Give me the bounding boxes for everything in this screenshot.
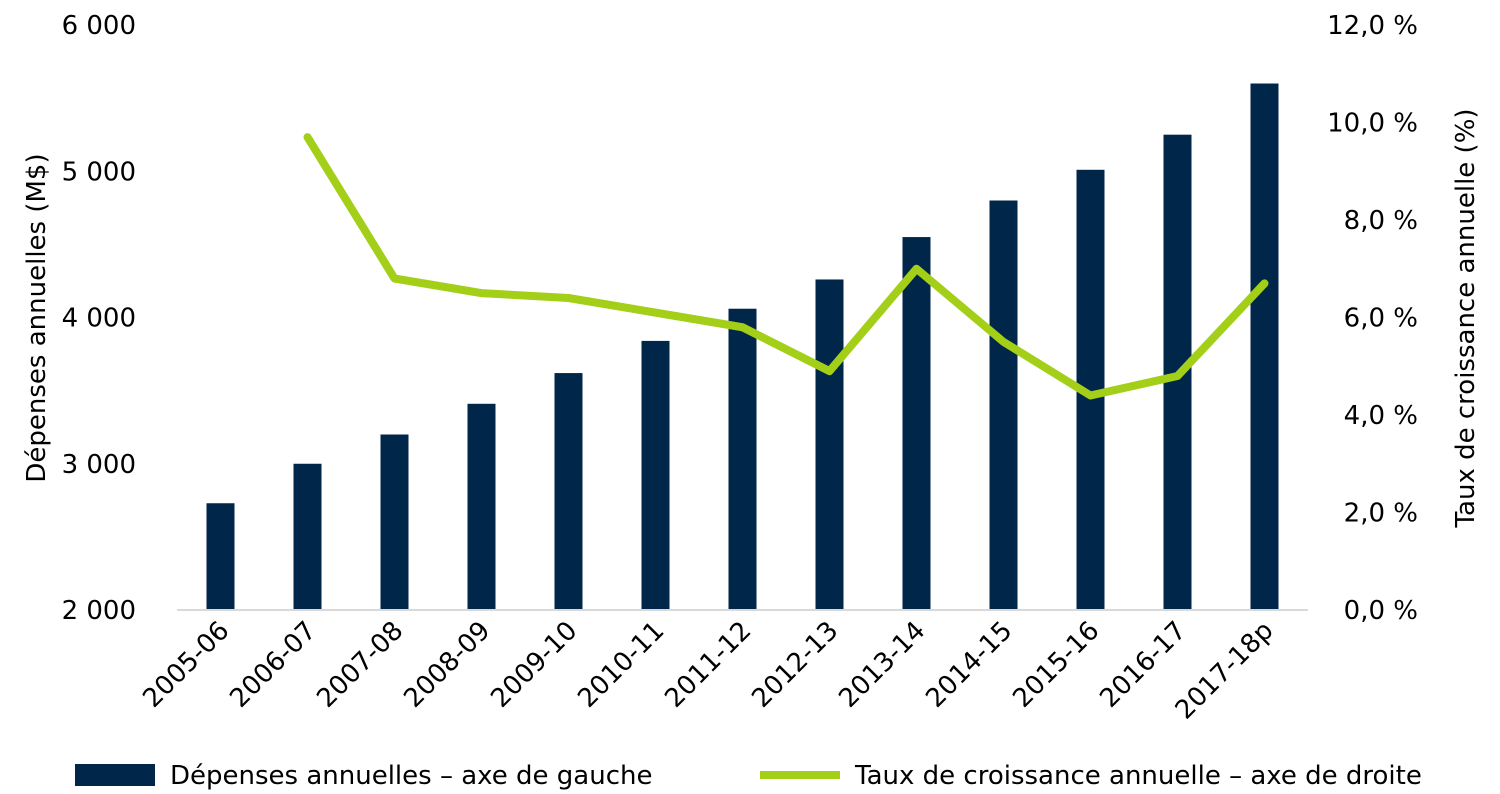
- x-tick-label: 2005-06: [137, 616, 235, 714]
- bar-2017-18p: [1250, 83, 1279, 610]
- legend-bar-swatch: [75, 764, 155, 786]
- left-axis-title: Dépenses annuelles (M$): [22, 153, 52, 482]
- x-tick-label: 2014-15: [920, 616, 1018, 714]
- bar-2013-14: [902, 237, 931, 610]
- x-tick-label: 2011-12: [659, 616, 757, 714]
- left-tick-label: 4 000: [62, 304, 136, 334]
- right-tick-label: 6,0 %: [1344, 304, 1418, 334]
- legend-line-label: Taux de croissance annuelle – axe de dro…: [854, 761, 1422, 791]
- x-tick-label: 2015-16: [1007, 616, 1105, 714]
- right-tick-label: 4,0 %: [1344, 401, 1418, 431]
- growth-point-2016-17: [1176, 375, 1179, 377]
- x-tick-label: 2010-11: [572, 616, 670, 714]
- bar-2008-09: [467, 403, 496, 610]
- bar-2009-10: [554, 373, 583, 610]
- growth-point-2017-18p: [1263, 282, 1266, 285]
- bar-2010-11: [641, 340, 670, 610]
- right-axis-ticks: 0,0 % 2,0 % 4,0 % 6,0 % 8,0 % 10,0 % 12,0 %: [1327, 11, 1418, 626]
- legend: Dépenses annuelles – axe de gauche Taux …: [75, 761, 1422, 791]
- x-tick-label: 2008-09: [398, 616, 496, 714]
- bar-2012-13: [815, 279, 844, 610]
- bar-2005-06: [206, 503, 235, 610]
- right-tick-label: 12,0 %: [1327, 11, 1418, 41]
- right-tick-label: 8,0 %: [1344, 206, 1418, 236]
- growth-point-2009-10: [567, 297, 570, 299]
- x-tick-label: 2006-07: [224, 616, 322, 714]
- growth-point-2014-15: [1002, 340, 1005, 343]
- growth-point-2012-13: [828, 370, 831, 373]
- bar-2011-12: [728, 308, 757, 610]
- line-series: [303, 133, 1269, 400]
- right-tick-label: 2,0 %: [1344, 499, 1418, 529]
- left-tick-label: 3 000: [62, 450, 136, 480]
- growth-rate-line: [303, 133, 1269, 400]
- bar-2007-08: [380, 434, 409, 610]
- growth-point-2010-11: [654, 311, 657, 314]
- bar-2006-07: [293, 463, 322, 610]
- left-tick-label: 6 000: [62, 11, 136, 41]
- bar-series: [206, 83, 1279, 610]
- growth-point-2011-12: [741, 326, 744, 329]
- x-tick-label: 2013-14: [833, 616, 931, 714]
- growth-point-2006-07: [306, 136, 309, 139]
- left-tick-label: 5 000: [62, 157, 136, 187]
- right-tick-label: 10,0 %: [1327, 109, 1418, 139]
- bar-2014-15: [989, 200, 1018, 610]
- x-tick-label: 2007-08: [311, 616, 409, 714]
- left-tick-label: 2 000: [62, 596, 136, 626]
- x-tick-label: 2009-10: [485, 616, 583, 714]
- growth-point-2013-14: [915, 267, 918, 270]
- growth-point-2007-08: [393, 277, 396, 280]
- left-axis-ticks: 2 000 3 000 4 000 5 000 6 000: [62, 11, 136, 626]
- right-tick-label: 0,0 %: [1344, 596, 1418, 626]
- x-tick-label: 2012-13: [746, 616, 844, 714]
- legend-bar-label: Dépenses annuelles – axe de gauche: [170, 761, 652, 791]
- x-axis-ticks: 2005-062006-072007-082008-092009-102010-…: [137, 616, 1279, 726]
- right-axis-title: Taux de croissance annuelle (%): [1451, 108, 1481, 528]
- growth-point-2008-09: [480, 292, 483, 295]
- growth-point-2015-16: [1089, 394, 1092, 397]
